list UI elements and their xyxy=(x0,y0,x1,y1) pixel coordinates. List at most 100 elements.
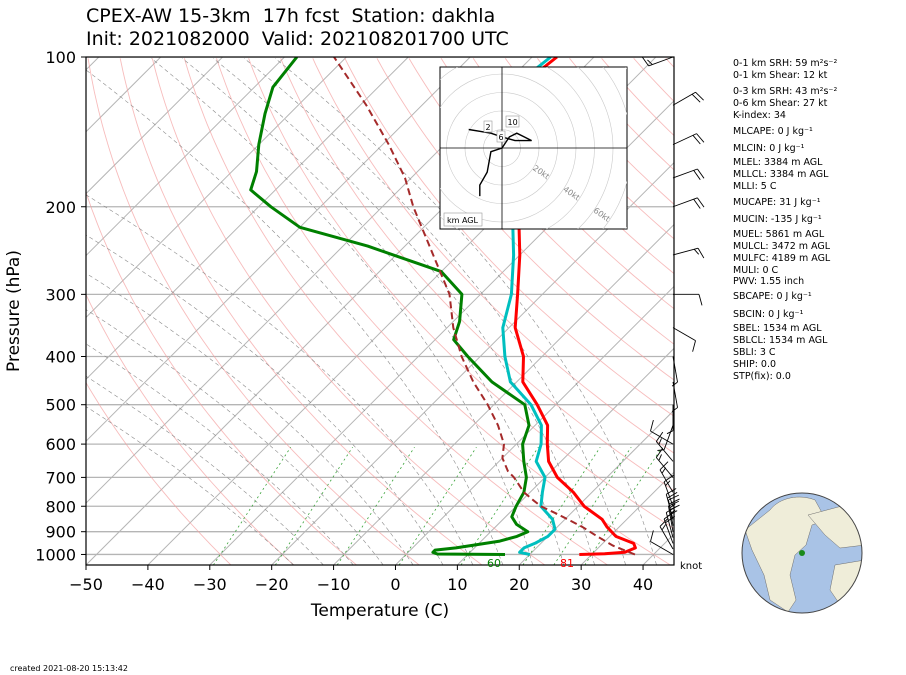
hodograph-height-label: 10 xyxy=(508,118,518,127)
index-item: 0-6 km Shear: 27 kt xyxy=(733,98,828,109)
hodograph-ring-label: 80kt xyxy=(622,227,642,245)
index-item: MULFC: 4189 m AGL xyxy=(733,253,831,264)
surface-temperature-label: 81 xyxy=(560,557,574,570)
moist-adiabat xyxy=(86,69,504,565)
isotherm-line xyxy=(86,57,162,133)
isotherm-line xyxy=(86,57,471,442)
dry-adiabat xyxy=(376,58,674,381)
y-tick-label: 1000 xyxy=(35,545,76,564)
hodograph-unit-label: km AGL xyxy=(447,216,479,225)
dry-adiabat xyxy=(86,381,232,565)
index-item: 0-1 km Shear: 12 kt xyxy=(733,70,828,81)
wind-barb xyxy=(666,404,674,435)
wind-barbs xyxy=(641,56,705,555)
mixing-ratio-line xyxy=(213,446,292,565)
wind-barb xyxy=(672,133,705,146)
x-tick-label: 40 xyxy=(633,575,653,594)
index-item: SBCAPE: 0 J kg⁻¹ xyxy=(733,291,812,302)
x-tick-label: −50 xyxy=(69,575,103,594)
mixing-ratio-line xyxy=(398,446,477,565)
wind-barb xyxy=(672,91,704,106)
surface-dewpoint-label: 60 xyxy=(487,557,501,570)
y-tick-label: 700 xyxy=(45,468,76,487)
wind-barb xyxy=(641,56,674,67)
isotherm-line xyxy=(271,161,674,565)
dry-adiabat xyxy=(344,58,674,417)
x-axis-label: Temperature (C) xyxy=(310,601,449,621)
moist-adiabat xyxy=(86,234,444,565)
x-tick-label: −40 xyxy=(131,575,165,594)
y-axis-label: Pressure (hPa) xyxy=(4,250,24,372)
dry-adiabat xyxy=(569,58,674,171)
y-tick-label: 200 xyxy=(45,198,76,217)
dry-adiabat xyxy=(280,58,674,492)
moist-adiabat xyxy=(86,309,384,565)
dry-adiabat xyxy=(312,58,674,454)
y-tick-label: 100 xyxy=(45,48,76,67)
hodograph-height-label: 6 xyxy=(499,133,504,142)
index-item: K-index: 34 xyxy=(733,110,786,121)
index-item: MUEL: 5861 m AGL xyxy=(733,229,825,240)
index-item: MULI: 0 C xyxy=(733,265,779,276)
index-item: MULCL: 3472 m AGL xyxy=(733,241,831,252)
index-item: SBLCL: 1534 m AGL xyxy=(733,335,828,346)
hodograph-trace xyxy=(468,128,532,197)
parcel-line xyxy=(333,57,636,556)
surface-labels: 60 81 xyxy=(487,557,574,570)
index-item: SBLI: 3 C xyxy=(733,347,776,358)
dry-adiabat xyxy=(151,58,546,565)
wind-barb xyxy=(672,247,705,259)
moist-adiabat xyxy=(86,343,354,565)
wind-barb xyxy=(671,356,678,387)
x-tick-label: 30 xyxy=(571,575,591,594)
y-tick-label: 500 xyxy=(45,396,76,415)
index-item: PWV: 1.55 inch xyxy=(733,276,805,287)
y-tick-label: 800 xyxy=(45,497,76,516)
wind-barb xyxy=(650,419,674,445)
station-marker xyxy=(799,550,805,556)
moist-adiabat xyxy=(86,194,474,565)
isotherm-line xyxy=(86,57,285,257)
isotherm-line xyxy=(86,57,409,381)
y-tick-label: 300 xyxy=(45,285,76,304)
index-item: 0-1 km SRH: 59 m²s⁻² xyxy=(733,58,838,69)
x-tick-label: −10 xyxy=(317,575,351,594)
wind-barb xyxy=(673,293,703,306)
axes: Temperature (C) Pressure (hPa) −50 −40 −30… xyxy=(4,48,653,621)
dry-adiabat xyxy=(216,58,671,565)
index-item: MUCIN: -135 J kg⁻¹ xyxy=(733,214,822,225)
mixing-ratio-line xyxy=(274,446,353,565)
wind-barb xyxy=(671,381,678,412)
x-tick-label: 0 xyxy=(390,575,400,594)
moist-adiabat xyxy=(86,406,294,565)
dry-adiabat xyxy=(86,293,295,565)
mixing-ratio-line xyxy=(460,446,539,565)
isotherm-line xyxy=(518,409,674,565)
wind-barb xyxy=(672,197,705,209)
wind-barb xyxy=(650,530,674,555)
index-item: MLEL: 3384 m AGL xyxy=(733,157,823,168)
index-item: STP(fix): 0.0 xyxy=(733,371,791,382)
x-tick-label: −30 xyxy=(193,575,227,594)
x-tick-label: 20 xyxy=(509,575,529,594)
dry-adiabat xyxy=(86,191,357,565)
dry-adiabat xyxy=(248,58,674,530)
location-globe xyxy=(741,492,863,614)
hodograph-height-label: 2 xyxy=(486,123,491,132)
dry-adiabat xyxy=(183,58,608,565)
index-item: SBEL: 1534 m AGL xyxy=(733,323,822,334)
wind-barb xyxy=(657,425,674,451)
isotherm-line xyxy=(457,347,674,565)
moist-adiabat xyxy=(86,272,414,565)
mixing-ratio-line xyxy=(584,446,663,565)
chart-subtitle: Init: 2021082000 Valid: 202108201700 UTC xyxy=(86,28,509,50)
index-item: 0-3 km SRH: 43 m²s⁻² xyxy=(733,86,838,97)
mixing-ratio-line xyxy=(553,446,632,565)
y-tick-label: 900 xyxy=(45,523,76,542)
dewpoint-line xyxy=(249,57,531,556)
index-item: MLCAPE: 0 J kg⁻¹ xyxy=(733,126,813,137)
index-item: MLLI: 5 C xyxy=(733,181,777,192)
wind-barb xyxy=(655,447,674,478)
